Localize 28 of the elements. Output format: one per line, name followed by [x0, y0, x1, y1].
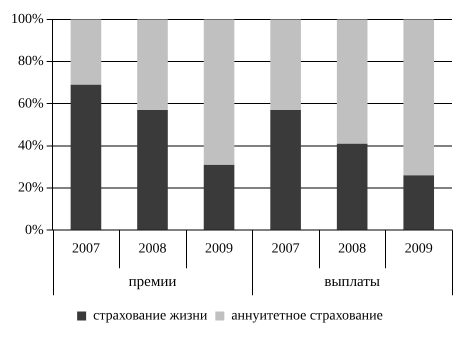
y-tick-label: 40% [18, 138, 44, 154]
y-tick-label: 60% [18, 96, 44, 112]
bar [403, 19, 434, 176]
bar [70, 84, 102, 230]
bar [336, 144, 368, 230]
y-tick-label: 20% [18, 180, 44, 196]
bar [270, 110, 301, 230]
bar [336, 19, 368, 144]
y-tick-label: 0% [24, 222, 44, 238]
x-tick-label: 2008 [338, 241, 366, 256]
x-tick-label: 2007 [272, 241, 300, 256]
x-tick-label: 2009 [205, 241, 234, 256]
bar [270, 19, 301, 110]
bar [137, 110, 168, 230]
bar [70, 19, 102, 85]
y-tick-label: 100% [10, 12, 44, 28]
bar [204, 164, 234, 230]
y-tick-label: 80% [18, 54, 44, 70]
text: премии [128, 274, 176, 290]
x-tick-label: 2009 [404, 241, 433, 256]
legend-label: страхование жизни [93, 308, 208, 324]
bar [403, 175, 434, 230]
bar [137, 19, 168, 110]
text: выплаты [324, 274, 380, 290]
x-tick-label: 2008 [138, 241, 166, 256]
bar [204, 19, 234, 165]
x-tick-label: 2007 [72, 241, 100, 256]
legend-label: аннуитетное страхование [231, 308, 383, 324]
